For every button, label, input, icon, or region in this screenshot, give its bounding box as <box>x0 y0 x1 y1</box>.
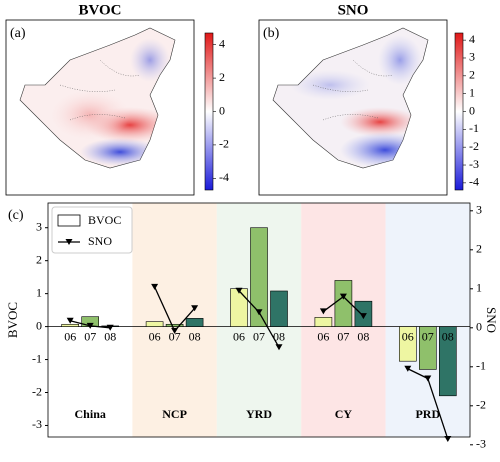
sno-marker <box>235 287 243 294</box>
y-axis-label: BVOC <box>5 302 20 338</box>
bar <box>165 323 184 327</box>
colorbar-tick-label: 4 <box>219 36 225 50</box>
bar <box>230 288 248 327</box>
y2-tick-label: 3 <box>476 203 482 217</box>
colorbar <box>204 32 214 191</box>
y2-axis-label: SNO <box>484 307 499 333</box>
plot-frame <box>47 202 471 438</box>
region-label: YRD <box>246 407 272 421</box>
sno-marker <box>191 305 199 312</box>
bar <box>61 323 80 327</box>
x-tick-label: 06 <box>402 329 414 343</box>
y2-tick-label: -1 <box>476 359 486 373</box>
x-tick-label: 07 <box>253 329 265 343</box>
legend-marker <box>65 239 73 245</box>
bar <box>418 326 437 370</box>
panel-label: (a) <box>10 26 26 41</box>
y-tick-label: -1 <box>32 351 42 365</box>
colorbar-tick-label: 0 <box>469 103 475 117</box>
region-label: NCP <box>162 407 187 421</box>
y-tick-label: 0 <box>36 318 42 332</box>
colorbar-tick-label: -2 <box>219 137 229 151</box>
sno-marker <box>444 435 452 442</box>
sno-marker <box>86 322 94 329</box>
colorbar-tick-label: 0 <box>219 103 225 117</box>
colorbar-tick-label: 2 <box>219 70 225 84</box>
colorbar <box>454 32 464 191</box>
x-tick-label: 06 <box>233 329 245 343</box>
y2-tick-label: 2 <box>476 242 482 256</box>
x-tick-label: 08 <box>189 329 201 343</box>
colorbar-tick-label: 3 <box>469 50 475 64</box>
map-title: BVOC <box>78 2 121 18</box>
y2-tick-label: -2 <box>476 398 486 412</box>
bar <box>398 326 417 362</box>
bar <box>314 317 333 327</box>
sno-marker <box>339 293 347 300</box>
x-tick-label: 07 <box>169 329 181 343</box>
bar <box>270 290 288 327</box>
x-tick-label: 08 <box>357 329 369 343</box>
colorbar-tick-label: -3 <box>469 157 479 171</box>
panel-label: (c) <box>8 208 24 223</box>
x-tick-label: 06 <box>149 329 161 343</box>
sno-marker <box>171 327 179 334</box>
x-tick-label: 08 <box>104 329 116 343</box>
region-label: China <box>75 407 106 421</box>
x-tick-label: 06 <box>317 329 329 343</box>
sno-marker <box>275 344 283 351</box>
legend-label: BVOC <box>88 213 121 227</box>
sno-marker <box>424 375 432 382</box>
bar <box>250 227 268 327</box>
y-tick-label: 1 <box>36 285 42 299</box>
region-label: CY <box>335 407 353 421</box>
x-tick-label: 07 <box>84 329 96 343</box>
colorbar-tick-label: -4 <box>219 170 229 184</box>
y-tick-label: 3 <box>36 219 42 233</box>
colorbar-tick-label: -2 <box>469 139 479 153</box>
sno-marker <box>66 317 74 324</box>
y2-tick-label: 0 <box>476 320 482 334</box>
colorbar-tick-label: -4 <box>469 175 479 189</box>
map-title: SNO <box>338 2 369 18</box>
sno-marker <box>255 309 263 316</box>
colorbar-tick-label: 2 <box>469 68 475 82</box>
map-boundary <box>312 59 394 121</box>
y-tick-label: 2 <box>36 252 42 266</box>
x-tick-label: 07 <box>422 329 434 343</box>
x-tick-label: 06 <box>64 329 76 343</box>
legend-swatch <box>57 214 81 227</box>
legend-label: SNO <box>88 234 112 248</box>
colorbar-tick-label: 4 <box>469 32 475 46</box>
bar <box>438 326 457 397</box>
x-tick-label: 07 <box>337 329 349 343</box>
y2-tick-label: -3 <box>476 437 486 451</box>
bar <box>334 280 353 327</box>
region-band <box>385 203 470 437</box>
y-tick-label: -2 <box>32 384 42 398</box>
bar <box>145 321 164 327</box>
x-tick-label: 08 <box>442 329 454 343</box>
sno-marker <box>106 324 114 331</box>
sno-marker <box>319 308 327 315</box>
region-label: PRD <box>415 407 440 421</box>
map-boundary <box>59 59 141 121</box>
x-tick-label: 08 <box>273 329 285 343</box>
y2-tick-label: 1 <box>476 281 482 295</box>
region-band <box>132 203 217 437</box>
bar <box>185 318 204 327</box>
maps <box>5 19 448 196</box>
sno-marker <box>404 365 412 372</box>
sno-marker <box>359 313 367 320</box>
colorbar-tick-label: -1 <box>469 121 479 135</box>
y-tick-label: -3 <box>32 417 42 431</box>
colorbar-tick-label: 1 <box>469 85 475 99</box>
sno-marker <box>151 283 159 290</box>
panel-label: (b) <box>263 26 280 41</box>
